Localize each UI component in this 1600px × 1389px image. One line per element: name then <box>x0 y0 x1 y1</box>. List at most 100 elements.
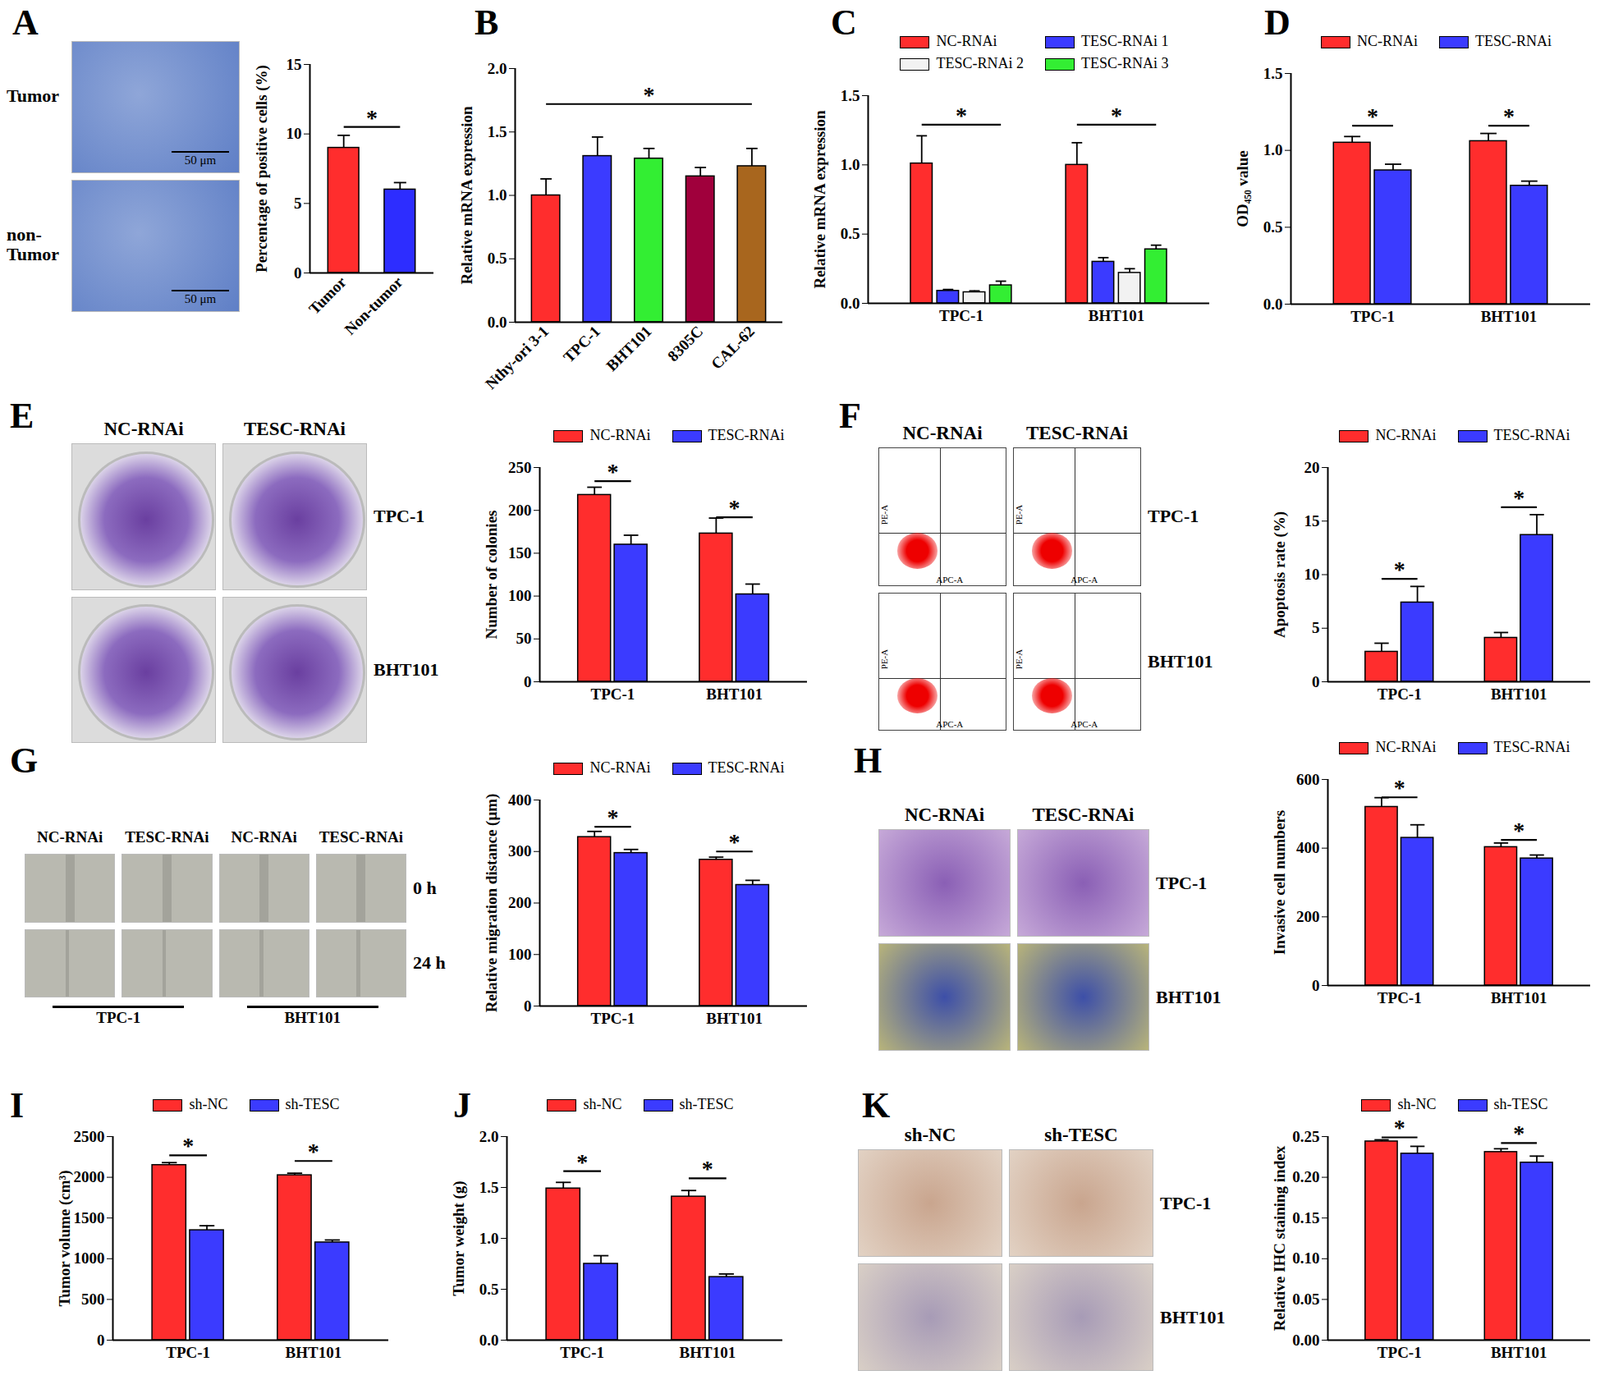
svg-text:0.5: 0.5 <box>1263 218 1284 236</box>
svg-text:OD₄₅₀ value: OD₄₅₀ value <box>1233 150 1252 228</box>
svg-text:Number of colonies: Number of colonies <box>482 510 500 640</box>
svg-text:1000: 1000 <box>73 1249 106 1267</box>
svg-text:TPC-1: TPC-1 <box>1350 307 1395 326</box>
svg-text:150: 150 <box>508 544 532 562</box>
svg-text:BHT101: BHT101 <box>602 322 655 375</box>
svg-text:*: * <box>1512 817 1525 844</box>
svg-text:0.5: 0.5 <box>479 1280 500 1298</box>
svg-text:TPC-1: TPC-1 <box>559 322 604 367</box>
svg-text:Relative IHC staining index: Relative IHC staining index <box>1270 1145 1289 1331</box>
svg-text:*: * <box>182 1132 194 1159</box>
svg-text:TPC-1: TPC-1 <box>939 307 984 325</box>
svg-text:1.0: 1.0 <box>840 155 861 174</box>
svg-text:2.0: 2.0 <box>479 1127 500 1146</box>
svg-text:100: 100 <box>508 945 532 963</box>
svg-text:2.0: 2.0 <box>487 59 508 78</box>
svg-text:*: * <box>728 829 741 855</box>
svg-text:*: * <box>606 458 619 485</box>
svg-text:2000: 2000 <box>73 1168 106 1186</box>
svg-text:*: * <box>576 1149 588 1175</box>
svg-text:*: * <box>366 105 378 131</box>
svg-text:*: * <box>1393 774 1406 801</box>
svg-text:200: 200 <box>508 501 532 519</box>
svg-text:BHT101: BHT101 <box>1480 307 1538 326</box>
svg-text:0.20: 0.20 <box>1292 1168 1320 1186</box>
svg-text:1.5: 1.5 <box>1263 64 1284 83</box>
svg-text:0.0: 0.0 <box>1263 295 1284 313</box>
svg-text:0: 0 <box>1311 673 1321 691</box>
svg-text:0: 0 <box>523 673 532 691</box>
svg-text:0.00: 0.00 <box>1292 1331 1320 1349</box>
svg-text:*: * <box>1366 103 1379 129</box>
svg-text:0.10: 0.10 <box>1292 1249 1320 1267</box>
svg-text:*: * <box>606 804 619 830</box>
svg-text:Relative mRNA expression: Relative mRNA expression <box>458 105 476 285</box>
svg-text:500: 500 <box>81 1290 106 1308</box>
svg-text:Nthy-ori 3-1: Nthy-ori 3-1 <box>481 322 552 393</box>
svg-text:BHT101: BHT101 <box>1490 989 1548 1007</box>
svg-text:0.5: 0.5 <box>840 224 861 243</box>
svg-text:Tumor: Tumor <box>305 272 350 317</box>
svg-text:400: 400 <box>1296 838 1321 857</box>
svg-text:8305C: 8305C <box>664 322 707 365</box>
svg-text:BHT101: BHT101 <box>706 1009 763 1027</box>
svg-text:5: 5 <box>293 194 303 212</box>
svg-text:100: 100 <box>508 586 532 605</box>
svg-text:20: 20 <box>1304 458 1321 477</box>
svg-text:0: 0 <box>293 264 303 282</box>
svg-text:*: * <box>1393 556 1406 583</box>
svg-text:15: 15 <box>286 55 303 74</box>
svg-text:Percentage of positive cells (: Percentage of positive cells (%) <box>252 64 271 273</box>
svg-text:Apoptosis rate (%): Apoptosis rate (%) <box>1270 511 1289 638</box>
svg-text:0: 0 <box>1311 976 1321 995</box>
svg-text:TPC-1: TPC-1 <box>1377 685 1422 703</box>
svg-text:1.0: 1.0 <box>1263 141 1284 159</box>
svg-text:0.5: 0.5 <box>487 249 508 267</box>
svg-text:600: 600 <box>1296 770 1321 789</box>
svg-text:5: 5 <box>1311 618 1321 637</box>
svg-text:1500: 1500 <box>73 1209 106 1227</box>
svg-text:50: 50 <box>516 629 532 647</box>
svg-text:*: * <box>1393 1114 1406 1141</box>
svg-text:1.5: 1.5 <box>479 1178 500 1197</box>
svg-text:TPC-1: TPC-1 <box>590 685 635 703</box>
svg-text:0.05: 0.05 <box>1292 1290 1320 1308</box>
svg-text:300: 300 <box>508 842 532 860</box>
svg-text:15: 15 <box>1304 512 1321 530</box>
svg-text:2500: 2500 <box>73 1127 106 1146</box>
svg-text:*: * <box>701 1155 714 1182</box>
svg-text:200: 200 <box>1296 907 1321 926</box>
svg-text:0.25: 0.25 <box>1292 1127 1320 1146</box>
svg-text:Relative mRNA expression: Relative mRNA expression <box>811 110 829 289</box>
svg-text:0.0: 0.0 <box>487 313 508 331</box>
svg-text:TPC-1: TPC-1 <box>1377 989 1422 1007</box>
svg-text:Relative migration distance (μ: Relative migration distance (μm) <box>482 793 501 1014</box>
svg-text:1.5: 1.5 <box>487 123 508 141</box>
svg-text:*: * <box>1110 102 1123 129</box>
svg-text:TPC-1: TPC-1 <box>165 1343 211 1362</box>
svg-text:10: 10 <box>286 124 303 143</box>
svg-text:250: 250 <box>508 458 532 477</box>
svg-text:*: * <box>955 102 968 129</box>
svg-text:Non-tumor: Non-tumor <box>340 272 406 338</box>
svg-text:200: 200 <box>508 893 532 912</box>
svg-text:0.0: 0.0 <box>479 1331 500 1349</box>
svg-text:BHT101: BHT101 <box>679 1343 737 1362</box>
svg-text:BHT101: BHT101 <box>285 1343 343 1362</box>
svg-text:10: 10 <box>1304 565 1321 583</box>
svg-text:BHT101: BHT101 <box>1088 307 1146 325</box>
svg-text:BHT101: BHT101 <box>1490 1343 1548 1362</box>
svg-text:BHT101: BHT101 <box>1490 685 1548 703</box>
svg-text:Invasive cell numbers: Invasive cell numbers <box>1270 810 1289 955</box>
svg-text:TPC-1: TPC-1 <box>590 1009 635 1027</box>
svg-text:*: * <box>1512 1120 1525 1147</box>
svg-text:*: * <box>1503 103 1515 129</box>
svg-text:0: 0 <box>523 997 532 1015</box>
svg-text:TPC-1: TPC-1 <box>1377 1343 1422 1362</box>
svg-text:0: 0 <box>96 1331 106 1349</box>
svg-text:1.5: 1.5 <box>840 87 861 105</box>
svg-text:1.0: 1.0 <box>479 1229 500 1247</box>
svg-text:400: 400 <box>508 791 532 809</box>
svg-text:*: * <box>728 495 741 521</box>
svg-text:0.0: 0.0 <box>840 294 861 312</box>
